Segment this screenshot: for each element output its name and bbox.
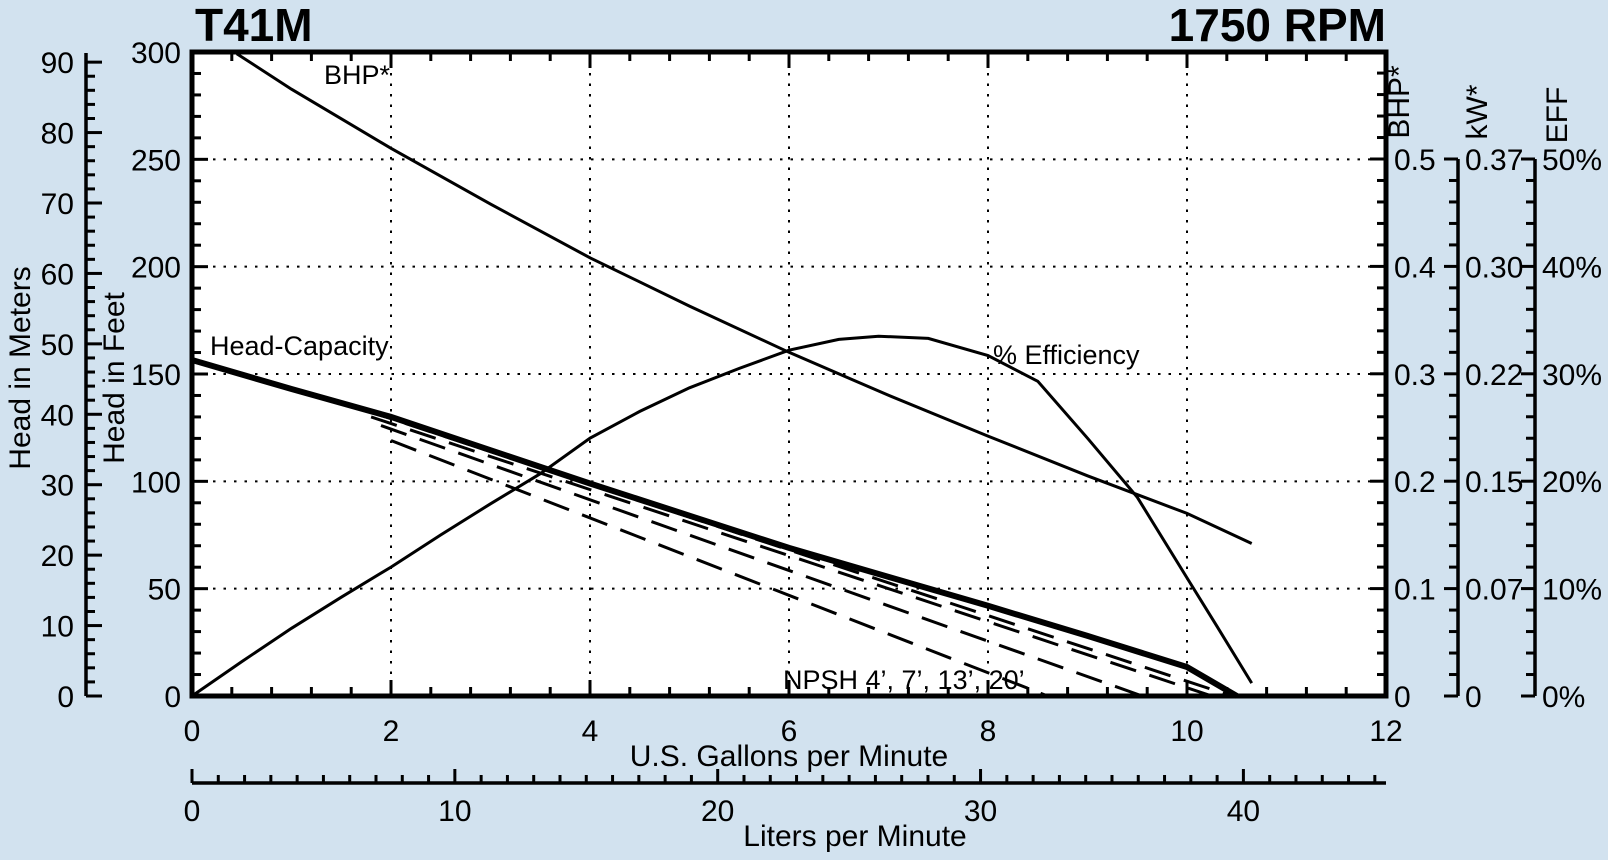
curve-npsh-7ft [380,424,1143,698]
lpm-tick-label: 10 [438,795,471,828]
bhp-tick-label: 0.3 [1394,359,1436,392]
meters-tick-label: 0 [57,681,74,714]
curve-bhp [235,52,1253,545]
meters-tick-label: 10 [41,611,74,644]
label-efficiency-curve: % Efficiency [993,340,1140,370]
axis-title-gpm: U.S. Gallons per Minute [630,740,948,773]
meters-tick-label: 30 [41,470,74,503]
feet-tick-label: 0 [164,681,181,714]
curve-efficiency [191,334,1253,698]
meters-tick-label: 90 [41,47,74,80]
lpm-tick-label: 20 [701,795,734,828]
meters-tick-label: 40 [41,399,74,432]
bhp-tick-label: 0 [1394,681,1411,714]
plot-border [189,49,1389,699]
bhp-tick-label: 0.4 [1394,251,1436,284]
gpm-tick-label: 8 [980,715,997,748]
kw-tick-label: 0.07 [1465,574,1523,607]
eff-tick-label: 10% [1542,574,1602,607]
feet-tick-label: 100 [131,466,181,499]
curve-npsh-4ft [390,439,1049,698]
label-head-capacity-curve: Head-Capacity [210,331,389,361]
curves-layer [191,52,1253,699]
lpm-tick-label: 30 [964,795,997,828]
meters-tick-label: 50 [41,329,74,362]
gpm-tick-label: 10 [1170,715,1203,748]
axis-title-kw: kW* [1461,84,1494,139]
eff-tick-label: 50% [1542,144,1602,177]
meters-tick-label: 60 [41,258,74,291]
label-npsh-curves: NPSH 4’, 7’, 13’, 20’ [783,665,1025,695]
curve-npsh-13ft [370,415,1213,698]
gpm-tick-label: 12 [1369,715,1402,748]
eff-tick-label: 30% [1542,359,1602,392]
gpm-tick-label: 2 [383,715,400,748]
eff-tick-label: 20% [1542,466,1602,499]
eff-tick-label: 0% [1542,681,1585,714]
kw-tick-label: 0.37 [1465,144,1523,177]
gpm-tick-label: 4 [582,715,599,748]
kw-tick-label: 0.22 [1465,359,1523,392]
eff-tick-label: 40% [1542,251,1602,284]
bhp-tick-label: 0.1 [1394,574,1436,607]
meters-tick-label: 80 [41,118,74,151]
feet-tick-label: 50 [148,574,181,607]
axis-title-meters: Head in Meters [4,266,37,469]
chart-title-model: T41M [195,0,313,51]
axis-title-eff: EFF [1541,87,1574,144]
gpm-tick-label: 0 [184,715,201,748]
lpm-tick-label: 40 [1227,795,1260,828]
axis-title-feet: Head in Feet [98,291,131,463]
curve-npsh-20ft [365,409,1233,698]
axes-layer [84,50,1537,785]
kw-tick-label: 0.30 [1465,251,1523,284]
feet-tick-label: 200 [131,252,181,285]
lpm-tick-label: 0 [184,795,201,828]
bhp-tick-label: 0.2 [1394,466,1436,499]
axis-title-bhp: BHP* [1383,65,1416,139]
feet-tick-label: 250 [131,144,181,177]
bhp-tick-label: 0.5 [1394,144,1436,177]
meters-tick-label: 70 [41,188,74,221]
gridlines-layer [192,52,1386,696]
label-bhp-curve: BHP* [324,60,391,90]
feet-tick-label: 150 [131,359,181,392]
kw-tick-label: 0.15 [1465,466,1523,499]
meters-tick-label: 20 [41,540,74,573]
feet-tick-label: 300 [131,37,181,70]
kw-tick-label: 0 [1465,681,1482,714]
chart-title-rpm: 1750 RPM [1169,0,1386,51]
axis-title-lpm: Liters per Minute [743,820,966,853]
gpm-tick-label: 6 [781,715,798,748]
